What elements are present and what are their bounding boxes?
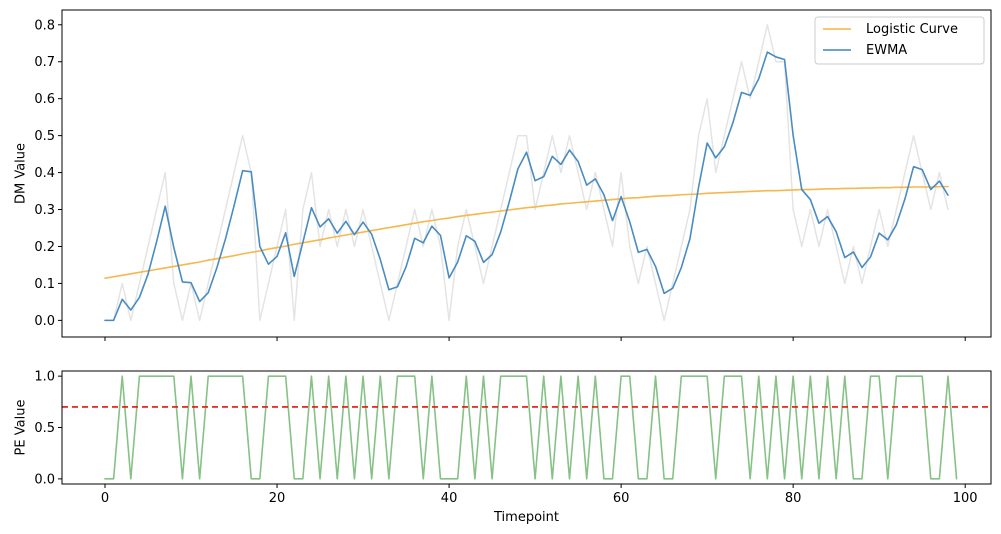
dm-x-ticks <box>104 337 966 341</box>
pe-x-ticks: 0 20 40 60 80 100 <box>101 484 978 506</box>
dm-y-ticks: 0.0 0.1 0.2 0.3 0.4 0.5 0.6 0.7 0.8 <box>34 18 62 329</box>
pe-y-tick-label: 0.5 <box>34 421 55 436</box>
dm-value-panel: 0.0 0.1 0.2 0.3 0.4 0.5 0.6 0.7 0.8 DM Value Log… <box>14 9 992 341</box>
dm-y-tick-label: 0.8 <box>34 18 55 33</box>
legend-box <box>814 16 985 65</box>
legend-label-logistic-curve: Logistic Curve <box>866 22 958 37</box>
pe-x-tick-label: 20 <box>269 491 286 506</box>
dm-y-tick-label: 0.5 <box>34 129 55 144</box>
dm-y-tick-label: 0.0 <box>34 314 55 329</box>
dm-y-tick-label: 0.6 <box>34 92 55 107</box>
timepoint-x-axis-label: Timepoint <box>493 510 559 525</box>
pe-y-ticks: 0.0 0.5 1.0 <box>34 370 62 487</box>
dm-y-tick-label: 0.7 <box>34 55 55 70</box>
dm-series-logistic-curve-line <box>104 185 949 280</box>
dm-y-tick-label: 0.1 <box>34 277 55 292</box>
dm-y-tick-label: 0.4 <box>34 166 55 181</box>
pe-series-line-0-line <box>104 375 958 480</box>
pe-x-tick-label: 60 <box>613 491 630 506</box>
pe-x-tick-label: 0 <box>101 491 109 506</box>
legend-label-ewma: EWMA <box>866 43 907 58</box>
pe-series-group <box>104 375 958 480</box>
pe-x-tick-label: 40 <box>441 491 458 506</box>
dm-plot-frame <box>61 9 992 338</box>
pe-y-tick-label: 0.0 <box>34 472 55 487</box>
legend: Logistic Curve EWMA <box>814 16 985 65</box>
dm-series-ewma-line <box>104 51 949 322</box>
dm-y-tick-label: 0.3 <box>34 203 55 218</box>
pe-value-panel: 0.0 0.5 1.0 0 20 40 60 80 100 PE Value Timepoin… <box>14 370 992 525</box>
dm-y-axis-label: DM Value <box>14 143 29 204</box>
pe-x-tick-label: 100 <box>953 491 978 506</box>
dm-series-group <box>104 24 949 322</box>
dm-series-raw-line <box>104 24 949 322</box>
pe-x-tick-label: 80 <box>785 491 802 506</box>
pe-y-axis-label: PE Value <box>14 400 29 456</box>
dm-y-tick-label: 0.2 <box>34 240 55 255</box>
pe-y-tick-label: 1.0 <box>34 370 55 385</box>
